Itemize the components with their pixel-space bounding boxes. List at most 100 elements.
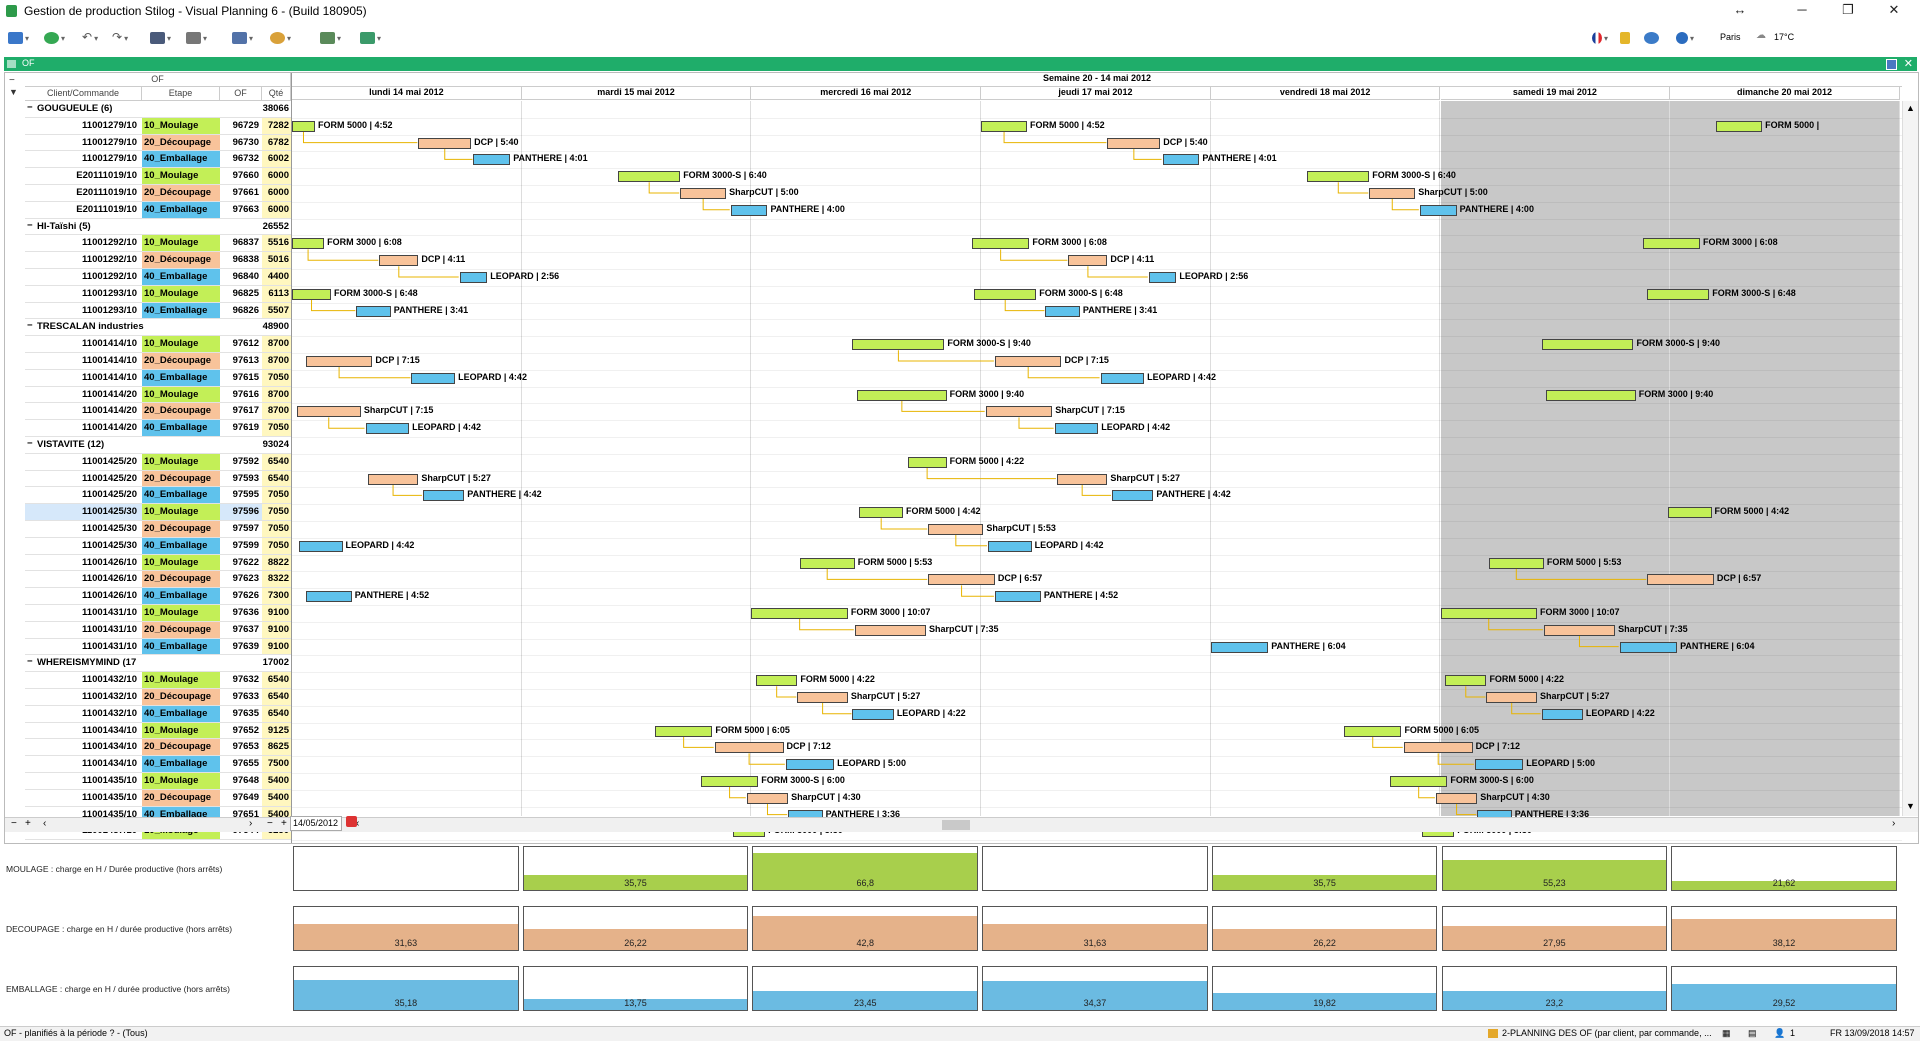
screen-icon[interactable]: ▾ [150, 30, 178, 46]
task-bar-mou[interactable] [618, 171, 681, 183]
table-row[interactable]: 11001434/10 20_Découpage 97653 8625 [25, 739, 291, 757]
task-bar-emb[interactable] [1210, 641, 1269, 653]
table-row[interactable]: 11001293/10 10_Moulage 96825 6113 [25, 285, 291, 303]
task-bar-mou[interactable] [292, 288, 332, 300]
gantt-vscroll[interactable]: ▲ ▼ [1902, 101, 1918, 816]
group-row[interactable]: − TRESCALAN industries 48900 [25, 319, 291, 337]
task-bar-emb[interactable] [305, 591, 352, 603]
task-bar-mou[interactable] [974, 288, 1037, 300]
table-row[interactable]: 11001425/20 10_Moulage 97592 6540 [25, 453, 291, 471]
col-of-header[interactable]: OF [220, 87, 262, 101]
globe-icon[interactable]: ▾ [270, 30, 298, 46]
table-row[interactable]: 11001414/10 10_Moulage 97612 8700 [25, 336, 291, 353]
table-row[interactable]: 11001432/10 20_Découpage 97633 6540 [25, 689, 291, 706]
task-bar-emb[interactable] [459, 272, 488, 283]
table-row[interactable]: 11001292/10 20_Découpage 96838 5016 [25, 252, 291, 269]
collapse-group-icon[interactable]: − [27, 320, 33, 332]
task-bar-mou[interactable] [292, 120, 315, 132]
table-row[interactable]: 11001435/10 10_Moulage 97648 5400 [25, 773, 291, 790]
table-row[interactable]: 11001279/10 40_Emballage 96732 6002 [25, 151, 291, 169]
gantt-scroll-right-icon[interactable]: › [1892, 818, 1896, 829]
table-row[interactable]: 11001434/10 10_Moulage 97652 9125 [25, 722, 291, 740]
table-row[interactable]: 11001292/10 10_Moulage 96837 5516 [25, 235, 291, 253]
task-bar-mou[interactable] [751, 608, 848, 619]
table-row[interactable]: 11001293/10 40_Emballage 96826 5507 [25, 302, 291, 320]
table-row[interactable]: 11001425/20 40_Emballage 97595 7050 [25, 487, 291, 505]
collapse-group-icon[interactable]: − [27, 656, 33, 668]
task-bar-emb[interactable] [785, 759, 835, 771]
task-bar-mou[interactable] [907, 456, 947, 468]
task-bar-mou[interactable] [1488, 557, 1544, 569]
task-bar-emb[interactable] [1045, 305, 1080, 317]
task-bar-dec[interactable] [1369, 188, 1416, 199]
task-bar-dec[interactable] [994, 356, 1062, 367]
task-bar-emb[interactable] [1541, 708, 1583, 720]
gantt-scroll-thumb[interactable] [942, 820, 970, 830]
table-row[interactable]: 11001431/10 10_Moulage 97636 9100 [25, 605, 291, 622]
task-bar-emb[interactable] [1419, 204, 1457, 216]
task-bar-dec[interactable] [418, 137, 472, 149]
group-row[interactable]: − GOUGUEULE (6) 38066 [25, 101, 291, 118]
task-bar-dec[interactable] [714, 742, 784, 754]
task-bar-dec[interactable] [746, 792, 789, 804]
task-bar-dec[interactable] [1107, 137, 1161, 149]
minimize-button[interactable]: ─ [1797, 2, 1807, 17]
table-row[interactable]: 11001434/10 40_Emballage 97655 7500 [25, 756, 291, 773]
task-bar-dec[interactable] [367, 473, 419, 485]
task-bar-dec[interactable] [1403, 742, 1473, 754]
layout-icon[interactable]: ▤ [1748, 1028, 1757, 1038]
table-row[interactable]: 11001435/10 20_Découpage 97649 5400 [25, 789, 291, 807]
task-bar-dec[interactable] [379, 255, 419, 267]
print-button[interactable]: ▾ [186, 30, 214, 46]
table-row[interactable]: 11001414/20 10_Moulage 97616 8700 [25, 386, 291, 404]
open-folder-button[interactable]: ▾ [8, 30, 36, 46]
panel-restore-icon[interactable] [1886, 59, 1897, 70]
panel-close-icon[interactable]: ✕ [1903, 58, 1913, 70]
refresh-button[interactable]: ▾ [44, 30, 72, 46]
task-bar-dec[interactable] [928, 524, 984, 535]
table-row[interactable]: 11001431/10 20_Découpage 97637 9100 [25, 621, 291, 639]
task-bar-mou[interactable] [1716, 120, 1763, 132]
task-bar-mou[interactable] [857, 389, 947, 401]
task-bar-emb[interactable] [1054, 423, 1099, 435]
task-bar-dec[interactable] [1068, 255, 1108, 267]
restore-arrows-icon[interactable]: ↔ [1733, 2, 1747, 17]
grid-icon[interactable]: ▦ [1722, 1028, 1731, 1038]
group-row[interactable]: − VISTAVITE (12) 93024 [25, 437, 291, 454]
group-row[interactable]: − HI-Taïshi (5) 26552 [25, 218, 291, 236]
scroll-left-icon[interactable]: ‹ [43, 818, 47, 829]
table-row[interactable]: 11001431/10 40_Emballage 97639 9100 [25, 638, 291, 656]
task-bar-mou[interactable] [859, 507, 903, 519]
table-row[interactable]: 11001432/10 10_Moulage 97632 6540 [25, 672, 291, 689]
task-bar-mou[interactable] [654, 725, 713, 737]
table-row[interactable]: 11001425/30 40_Emballage 97599 7050 [25, 537, 291, 555]
task-bar-dec[interactable] [928, 574, 995, 586]
task-bar-dec[interactable] [1056, 473, 1108, 485]
task-bar-mou[interactable] [755, 675, 798, 687]
table-row[interactable]: 11001414/10 40_Emballage 97615 7050 [25, 369, 291, 387]
task-bar-emb[interactable] [473, 154, 511, 166]
filter-icon[interactable]: ▼ [9, 87, 18, 97]
image-icon[interactable]: ▾ [320, 30, 348, 46]
task-bar-emb[interactable] [1100, 372, 1145, 384]
task-bar-mou[interactable] [700, 776, 759, 787]
table-row[interactable]: 11001426/10 10_Moulage 97622 8822 [25, 554, 291, 572]
table-row[interactable]: 11001279/10 10_Moulage 96729 7282 [25, 117, 291, 135]
task-bar-emb[interactable] [1619, 641, 1678, 653]
task-bar-emb[interactable] [852, 708, 894, 720]
table-row[interactable]: E20111019/10 40_Emballage 97663 6000 [25, 201, 291, 219]
task-bar-mou[interactable] [971, 238, 1030, 250]
add-row-icon[interactable]: + [25, 818, 31, 829]
task-bar-mou[interactable] [1344, 725, 1402, 737]
task-bar-mou[interactable] [981, 120, 1028, 132]
close-button[interactable]: ✕ [1888, 2, 1900, 17]
task-bar-emb[interactable] [411, 372, 456, 384]
remove-row-icon[interactable]: − [11, 818, 17, 829]
task-bar-dec[interactable] [680, 188, 727, 199]
left-scroll-bar[interactable]: − + ‹ › − + [5, 817, 291, 832]
collapse-group-icon[interactable]: − [27, 102, 33, 113]
task-bar-dec[interactable] [1543, 624, 1616, 636]
task-bar-mou[interactable] [799, 557, 855, 569]
task-bar-dec[interactable] [1647, 574, 1714, 586]
task-bar-emb[interactable] [1112, 490, 1154, 502]
